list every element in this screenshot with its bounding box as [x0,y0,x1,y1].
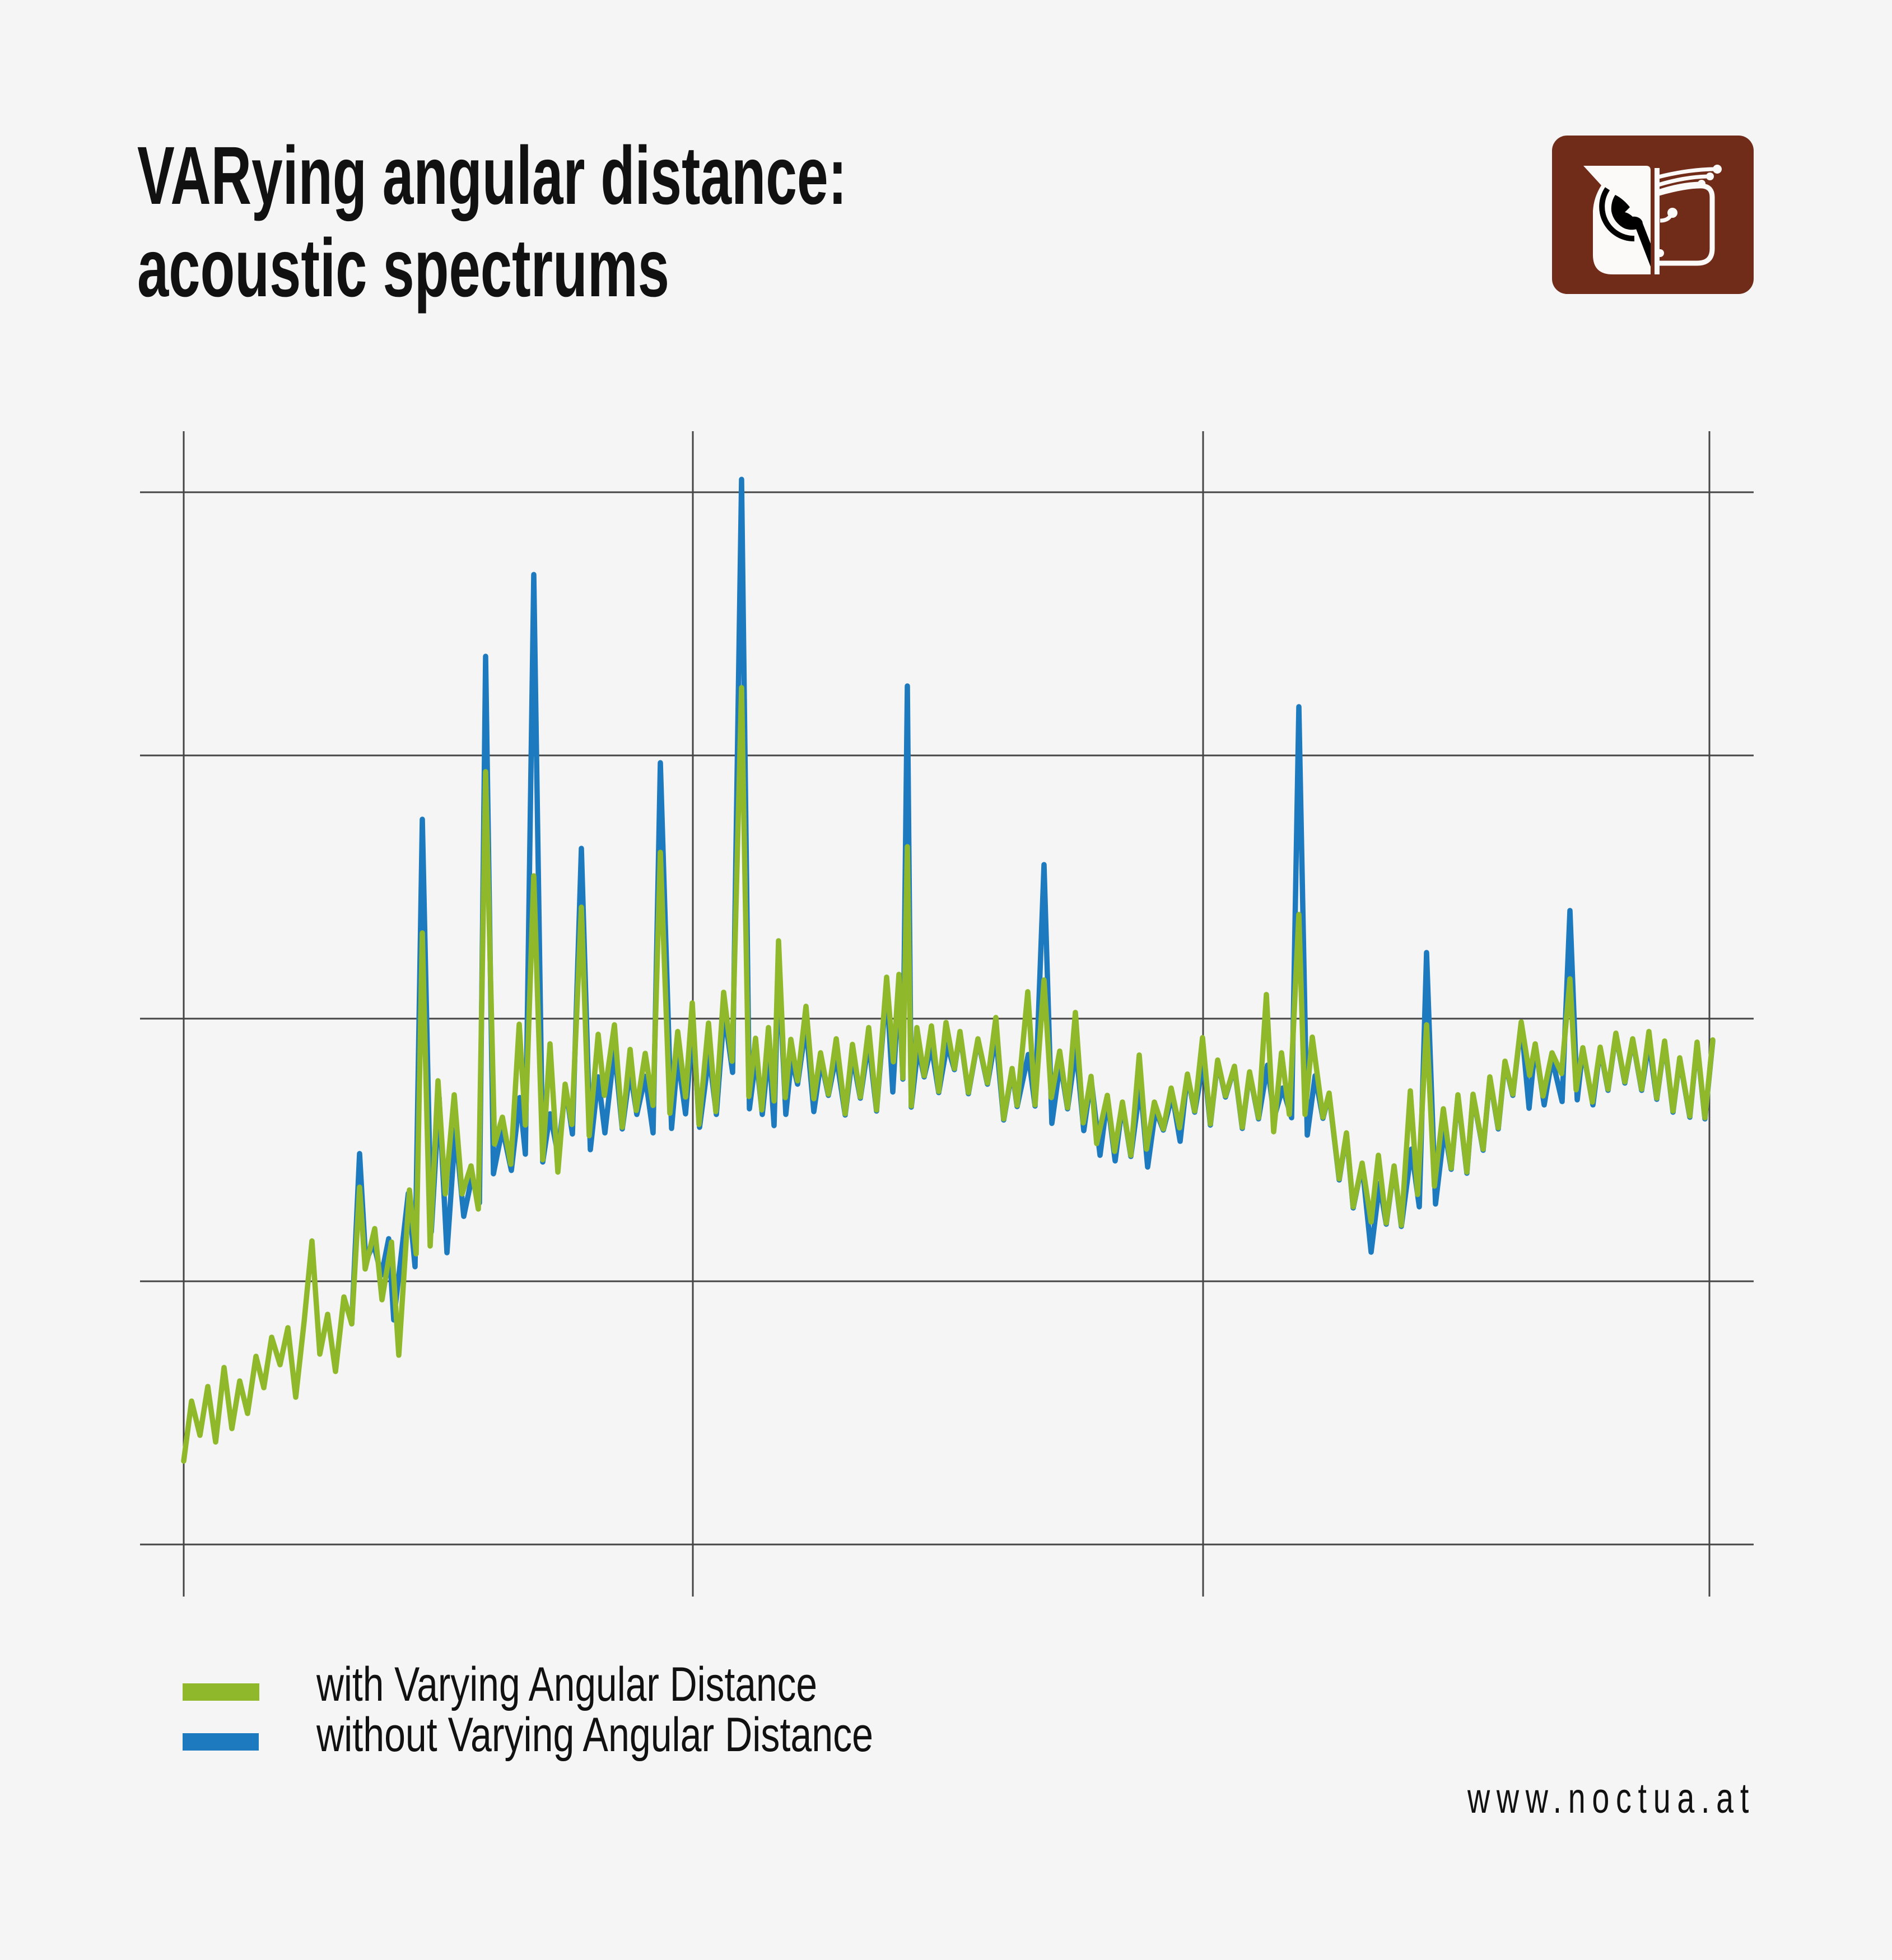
svg-text:www.noctua.at: www.noctua.at [1467,1775,1755,1822]
svg-text:with Varying Angular Distance: with Varying Angular Distance [316,1658,817,1711]
svg-text:without Varying Angular Distan: without Varying Angular Distance [316,1708,873,1762]
svg-text:acoustic spectrums: acoustic spectrums [137,222,669,314]
svg-text:VARying angular distance:: VARying angular distance: [137,130,847,222]
